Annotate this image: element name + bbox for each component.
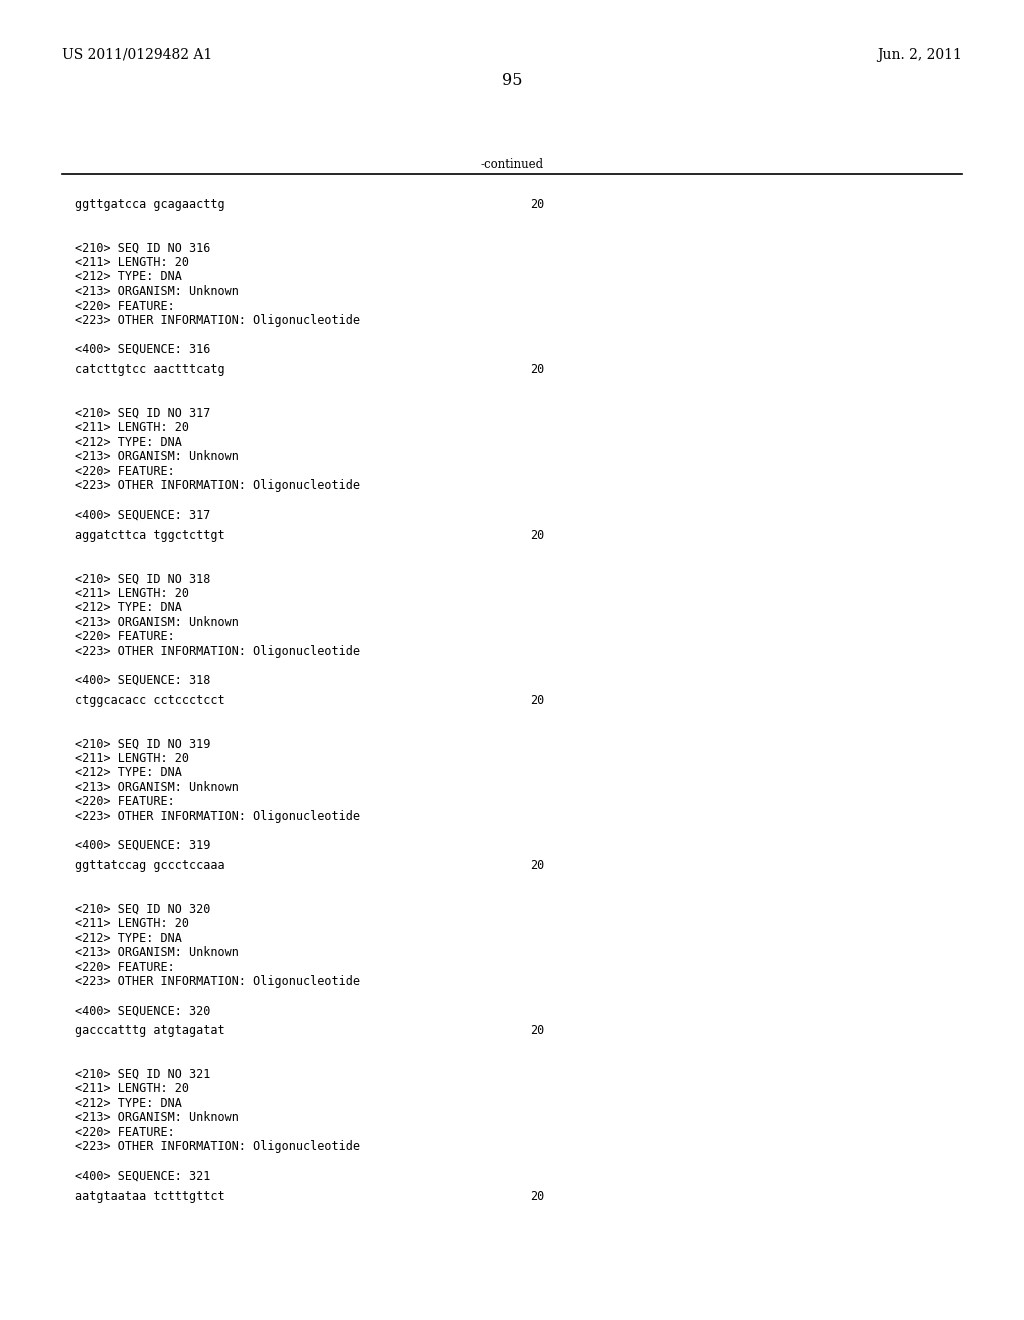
Text: aatgtaataa tctttgttct: aatgtaataa tctttgttct [75, 1189, 224, 1203]
Text: 20: 20 [530, 528, 544, 541]
Text: <210> SEQ ID NO 316: <210> SEQ ID NO 316 [75, 242, 210, 255]
Text: <211> LENGTH: 20: <211> LENGTH: 20 [75, 752, 189, 764]
Text: <400> SEQUENCE: 320: <400> SEQUENCE: 320 [75, 1005, 210, 1018]
Text: US 2011/0129482 A1: US 2011/0129482 A1 [62, 48, 212, 62]
Text: <213> ORGANISM: Unknown: <213> ORGANISM: Unknown [75, 615, 239, 628]
Text: <220> FEATURE:: <220> FEATURE: [75, 796, 175, 808]
Text: <212> TYPE: DNA: <212> TYPE: DNA [75, 271, 182, 284]
Text: <211> LENGTH: 20: <211> LENGTH: 20 [75, 421, 189, 434]
Text: <223> OTHER INFORMATION: Oligonucleotide: <223> OTHER INFORMATION: Oligonucleotide [75, 810, 360, 822]
Text: <400> SEQUENCE: 319: <400> SEQUENCE: 319 [75, 840, 210, 851]
Text: Jun. 2, 2011: Jun. 2, 2011 [878, 48, 962, 62]
Text: -continued: -continued [480, 158, 544, 172]
Text: <211> LENGTH: 20: <211> LENGTH: 20 [75, 256, 189, 269]
Text: 20: 20 [530, 1024, 544, 1038]
Text: <212> TYPE: DNA: <212> TYPE: DNA [75, 932, 182, 945]
Text: <210> SEQ ID NO 319: <210> SEQ ID NO 319 [75, 738, 210, 750]
Text: <210> SEQ ID NO 320: <210> SEQ ID NO 320 [75, 903, 210, 916]
Text: 95: 95 [502, 73, 522, 88]
Text: <211> LENGTH: 20: <211> LENGTH: 20 [75, 917, 189, 931]
Text: <220> FEATURE:: <220> FEATURE: [75, 300, 175, 313]
Text: ggttatccag gccctccaaa: ggttatccag gccctccaaa [75, 859, 224, 873]
Text: <223> OTHER INFORMATION: Oligonucleotide: <223> OTHER INFORMATION: Oligonucleotide [75, 975, 360, 989]
Text: <400> SEQUENCE: 318: <400> SEQUENCE: 318 [75, 673, 210, 686]
Text: 20: 20 [530, 198, 544, 211]
Text: <400> SEQUENCE: 321: <400> SEQUENCE: 321 [75, 1170, 210, 1183]
Text: <223> OTHER INFORMATION: Oligonucleotide: <223> OTHER INFORMATION: Oligonucleotide [75, 479, 360, 492]
Text: <400> SEQUENCE: 317: <400> SEQUENCE: 317 [75, 508, 210, 521]
Text: <211> LENGTH: 20: <211> LENGTH: 20 [75, 1082, 189, 1096]
Text: ggttgatcca gcagaacttg: ggttgatcca gcagaacttg [75, 198, 224, 211]
Text: <212> TYPE: DNA: <212> TYPE: DNA [75, 1097, 182, 1110]
Text: aggatcttca tggctcttgt: aggatcttca tggctcttgt [75, 528, 224, 541]
Text: ctggcacacc cctccctcct: ctggcacacc cctccctcct [75, 694, 224, 708]
Text: <212> TYPE: DNA: <212> TYPE: DNA [75, 436, 182, 449]
Text: <210> SEQ ID NO 321: <210> SEQ ID NO 321 [75, 1068, 210, 1081]
Text: <223> OTHER INFORMATION: Oligonucleotide: <223> OTHER INFORMATION: Oligonucleotide [75, 644, 360, 657]
Text: 20: 20 [530, 859, 544, 873]
Text: <210> SEQ ID NO 318: <210> SEQ ID NO 318 [75, 572, 210, 585]
Text: 20: 20 [530, 694, 544, 708]
Text: <223> OTHER INFORMATION: Oligonucleotide: <223> OTHER INFORMATION: Oligonucleotide [75, 1140, 360, 1154]
Text: <213> ORGANISM: Unknown: <213> ORGANISM: Unknown [75, 285, 239, 298]
Text: <212> TYPE: DNA: <212> TYPE: DNA [75, 767, 182, 779]
Text: <220> FEATURE:: <220> FEATURE: [75, 630, 175, 643]
Text: <220> FEATURE:: <220> FEATURE: [75, 465, 175, 478]
Text: <210> SEQ ID NO 317: <210> SEQ ID NO 317 [75, 407, 210, 420]
Text: <220> FEATURE:: <220> FEATURE: [75, 961, 175, 974]
Text: <213> ORGANISM: Unknown: <213> ORGANISM: Unknown [75, 1111, 239, 1125]
Text: catcttgtcc aactttcatg: catcttgtcc aactttcatg [75, 363, 224, 376]
Text: 20: 20 [530, 1189, 544, 1203]
Text: gacccatttg atgtagatat: gacccatttg atgtagatat [75, 1024, 224, 1038]
Text: <223> OTHER INFORMATION: Oligonucleotide: <223> OTHER INFORMATION: Oligonucleotide [75, 314, 360, 327]
Text: <211> LENGTH: 20: <211> LENGTH: 20 [75, 586, 189, 599]
Text: <220> FEATURE:: <220> FEATURE: [75, 1126, 175, 1139]
Text: <213> ORGANISM: Unknown: <213> ORGANISM: Unknown [75, 781, 239, 793]
Text: <213> ORGANISM: Unknown: <213> ORGANISM: Unknown [75, 450, 239, 463]
Text: <400> SEQUENCE: 316: <400> SEQUENCE: 316 [75, 343, 210, 356]
Text: 20: 20 [530, 363, 544, 376]
Text: <212> TYPE: DNA: <212> TYPE: DNA [75, 601, 182, 614]
Text: <213> ORGANISM: Unknown: <213> ORGANISM: Unknown [75, 946, 239, 960]
